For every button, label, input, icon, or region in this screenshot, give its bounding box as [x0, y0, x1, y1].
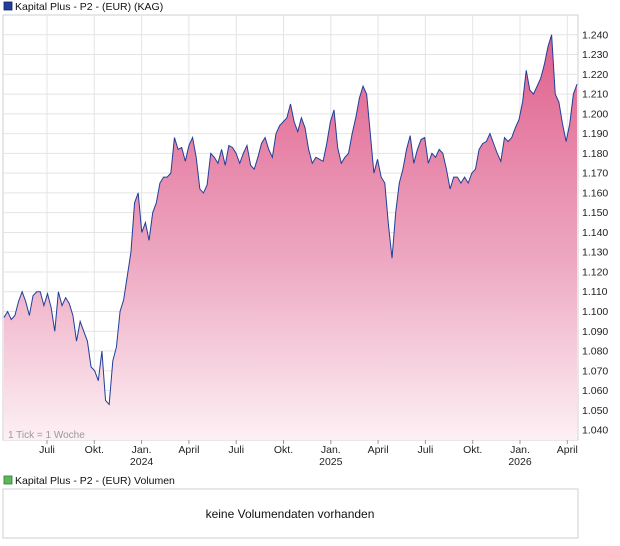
- x-tick-label: Jan.: [321, 444, 341, 456]
- y-tick-label: 1.070: [582, 365, 608, 377]
- x-tick-label: Jan.: [132, 444, 152, 456]
- volume-panel: [2, 488, 579, 539]
- y-tick-label: 1.130: [582, 247, 608, 259]
- volume-empty-message: keine Volumendaten vorhanden: [206, 507, 375, 521]
- y-tick-label: 1.170: [582, 168, 608, 180]
- x-tick-label: Okt.: [85, 444, 104, 456]
- x-tick-label: April: [368, 444, 389, 456]
- price-line: [3, 34, 578, 406]
- y-tick-label: 1.240: [582, 29, 608, 41]
- x-tick-label: Juli: [418, 444, 434, 456]
- x-tick-label: April: [557, 444, 578, 456]
- x-tick-label: Okt.: [274, 444, 293, 456]
- y-tick-label: 1.200: [582, 108, 608, 120]
- y-tick-label: 1.080: [582, 346, 608, 358]
- x-tick-year: 2024: [130, 456, 154, 468]
- x-tick-label: Juli: [228, 444, 244, 456]
- y-tick-label: 1.210: [582, 89, 608, 101]
- y-tick-label: 1.120: [582, 266, 608, 278]
- y-tick-label: 1.180: [582, 148, 608, 160]
- x-tick-label: April: [178, 444, 199, 456]
- y-tick-label: 1.160: [582, 187, 608, 199]
- legend-label-volume: Kapital Plus - P2 - (EUR) Volumen: [15, 475, 175, 487]
- x-tick-label: Okt.: [463, 444, 482, 456]
- x-tick-label: Jan.: [510, 444, 530, 456]
- x-tick-label: Juli: [39, 444, 55, 456]
- price-area: [4, 34, 577, 441]
- y-tick-label: 1.060: [582, 385, 608, 397]
- y-tick-label: 1.150: [582, 207, 608, 219]
- y-tick-label: 1.140: [582, 227, 608, 239]
- y-tick-label: 1.190: [582, 128, 608, 140]
- y-tick-label: 1.100: [582, 306, 608, 318]
- legend-swatch-price: [3, 1, 13, 11]
- y-tick-label: 1.050: [582, 405, 608, 417]
- y-tick-label: 1.220: [582, 69, 608, 81]
- tick-note: 1 Tick = 1 Woche: [8, 430, 85, 441]
- legend-swatch-volume: [3, 475, 13, 485]
- y-tick-label: 1.110: [582, 286, 608, 298]
- legend-label-price: Kapital Plus - P2 - (EUR) (KAG): [15, 1, 163, 13]
- y-tick-label: 1.230: [582, 49, 608, 61]
- y-axis: 1.240 1.230 1.220 1.210 1.200 1.190 1.180 1.170…: [582, 29, 608, 436]
- y-tick-label: 1.040: [582, 425, 608, 437]
- x-tick-year: 2025: [319, 456, 343, 468]
- x-tick-year: 2026: [508, 456, 532, 468]
- y-tick-label: 1.090: [582, 326, 608, 338]
